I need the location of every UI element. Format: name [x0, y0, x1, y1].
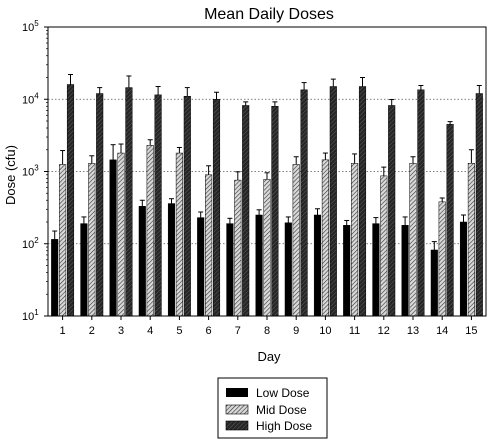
bar-mid-day-2	[88, 163, 96, 317]
legend-swatch-mid	[225, 404, 249, 415]
bar-low-day-7	[226, 223, 234, 317]
bar-low-day-8	[255, 214, 263, 317]
y-tick-label: 105	[22, 19, 39, 34]
bar-mid-day-9	[292, 164, 300, 317]
bar-high-day-3	[125, 87, 133, 317]
bar-mid-day-7	[234, 179, 242, 317]
x-tick-label: 2	[89, 325, 95, 337]
bar-low-day-4	[138, 206, 146, 317]
bar-mid-day-10	[321, 159, 329, 317]
bar-mid-day-4	[146, 145, 154, 317]
y-tick-label: 102	[22, 236, 39, 251]
x-tick-label: 1	[60, 325, 66, 337]
x-tick-label: 3	[118, 325, 124, 337]
bar-mid-day-6	[205, 174, 213, 317]
bar-high-day-5	[183, 96, 191, 317]
x-ticks: 1 2 3 4 5 6 7 8 9 10 11 12 13 14 15	[60, 316, 478, 337]
bar-mid-day-14	[438, 201, 446, 317]
bar-mid-day-15	[467, 163, 475, 317]
legend-swatch-low	[226, 388, 248, 397]
x-tick-label: 12	[378, 325, 390, 337]
x-tick-label: 5	[176, 325, 182, 337]
bar-high-day-4	[154, 94, 162, 317]
bar-mid-day-1	[59, 164, 67, 317]
bar-mid-day-13	[409, 163, 417, 317]
bar-low-day-2	[80, 223, 88, 317]
bar-mid-day-11	[351, 163, 359, 317]
bar-mid-day-12	[380, 175, 388, 317]
legend-label-high: High Dose	[256, 419, 312, 433]
bar-high-day-12	[388, 105, 396, 317]
chart-title: Mean Daily Doses	[204, 6, 334, 23]
bar-high-day-2	[96, 93, 104, 317]
bar-high-day-15	[475, 93, 483, 317]
bar-low-day-15	[459, 221, 468, 317]
x-tick-label: 15	[465, 325, 477, 337]
x-tick-label: 4	[147, 325, 153, 337]
legend-label-low: Low Dose	[256, 386, 310, 400]
bar-high-day-6	[212, 99, 221, 317]
y-tick-label: 101	[22, 308, 39, 323]
bar-high-day-8	[271, 106, 279, 317]
x-tick-label: 6	[206, 325, 212, 337]
x-tick-label: 13	[407, 325, 419, 337]
x-tick-label: 7	[235, 325, 241, 337]
legend-label-mid: Mid Dose	[256, 403, 307, 417]
bar-high-day-7	[242, 105, 250, 317]
bar-mid-day-3	[117, 152, 125, 317]
bar-low-day-10	[313, 214, 322, 317]
y-ticks: 101 102 103 104 105	[22, 19, 48, 323]
bar-high-day-13	[417, 89, 425, 317]
bar-high-day-14	[446, 124, 454, 317]
bar-low-day-3	[109, 159, 117, 317]
bar-low-day-13	[401, 225, 409, 317]
bar-high-day-9	[300, 89, 308, 317]
legend: Low Dose Mid Dose High Dose	[217, 377, 328, 439]
bar-high-day-11	[358, 86, 367, 317]
bar-high-day-1	[66, 84, 75, 317]
x-axis-label: Day	[257, 349, 281, 364]
x-tick-label: 8	[264, 325, 270, 337]
y-axis-label: Dose (cfu)	[3, 145, 18, 205]
bars	[51, 74, 483, 317]
y-tick-label: 104	[22, 91, 39, 106]
bar-low-day-14	[430, 249, 438, 317]
bar-low-day-5	[167, 203, 176, 317]
bar-low-day-12	[372, 223, 380, 317]
bar-mid-day-5	[175, 152, 183, 317]
bar-low-day-9	[284, 222, 292, 317]
y-tick-label: 103	[22, 164, 39, 179]
x-tick-label: 11	[349, 325, 360, 337]
bar-low-day-1	[51, 239, 59, 317]
x-tick-label: 10	[319, 325, 331, 337]
bar-mid-day-8	[263, 179, 271, 317]
x-tick-label: 14	[436, 325, 448, 337]
bar-low-day-11	[343, 225, 351, 317]
bar-high-day-10	[329, 86, 337, 317]
legend-swatch-high	[225, 420, 249, 431]
bar-low-day-6	[197, 217, 205, 317]
x-tick-label: 9	[293, 325, 299, 337]
